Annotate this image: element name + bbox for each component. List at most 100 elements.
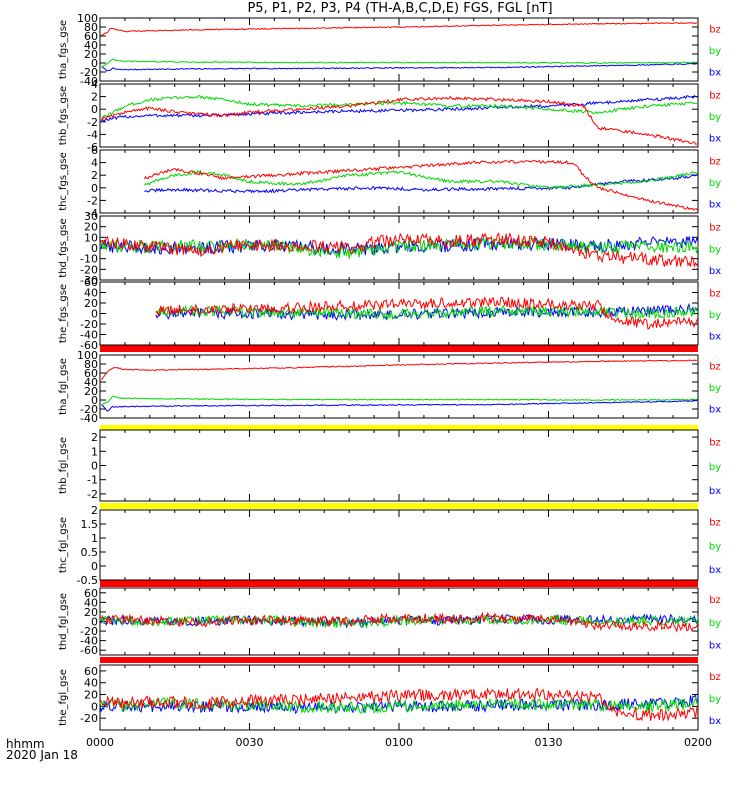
y-tick-label: -20 bbox=[80, 263, 98, 276]
y-tick-label: 80 bbox=[84, 358, 98, 371]
y-tick-label: -30 bbox=[80, 274, 98, 287]
legend-bx: bx bbox=[709, 565, 721, 576]
y-tick-label: 40 bbox=[84, 596, 98, 609]
y-tick-label: 0 bbox=[91, 308, 98, 321]
series-bz bbox=[155, 296, 699, 330]
legend-bx: bx bbox=[709, 716, 721, 727]
y-axis-label: the_fgl_gse bbox=[58, 669, 69, 726]
legend-bx: bx bbox=[709, 266, 721, 277]
date-label: 2020 Jan 18 bbox=[6, 748, 78, 762]
series-bx bbox=[101, 94, 698, 123]
x-tick-label: 0030 bbox=[236, 736, 264, 749]
y-tick-label: -10 bbox=[80, 253, 98, 266]
panel-frame bbox=[99, 17, 699, 82]
y-tick-label: 80 bbox=[84, 21, 98, 34]
x-tick-label: 0130 bbox=[535, 736, 563, 749]
y-tick-label: 40 bbox=[84, 39, 98, 52]
y-tick-label: 30 bbox=[84, 210, 98, 223]
legend-bx: bx bbox=[709, 133, 721, 144]
y-tick-label: -2 bbox=[87, 488, 98, 501]
y-axis-label: tha_fgl_gse bbox=[58, 358, 69, 415]
series-bz bbox=[143, 159, 698, 211]
legend-bx: bx bbox=[709, 67, 721, 78]
y-tick-label: -20 bbox=[80, 66, 98, 79]
legend-by: by bbox=[709, 462, 721, 473]
y-tick-label: 1.5 bbox=[81, 518, 99, 531]
y-tick-label: -2 bbox=[87, 116, 98, 129]
y-axis-label: thd_fgl_gse bbox=[58, 593, 69, 650]
y-tick-label: 20 bbox=[84, 689, 98, 702]
y-tick-label: 2 bbox=[91, 169, 98, 182]
panel-thc_fgl_gse: -0.500.511.52 thc_fgl_gse bz by bx bbox=[58, 504, 721, 587]
figure-title: P5, P1, P2, P3, P4 (TH-A,B,C,D,E) FGS, F… bbox=[247, 1, 553, 16]
y-tick-label: 60 bbox=[84, 587, 98, 600]
legend-bz: bz bbox=[709, 223, 721, 234]
status-bar bbox=[100, 580, 698, 587]
series-by bbox=[100, 95, 697, 120]
panel-frame bbox=[99, 429, 699, 502]
status-bar bbox=[100, 425, 698, 430]
y-tick-label: 10 bbox=[84, 231, 98, 244]
legend-by: by bbox=[709, 383, 721, 394]
legend-by: by bbox=[709, 46, 721, 57]
y-tick-label: 20 bbox=[84, 297, 98, 310]
series-bx bbox=[101, 62, 698, 72]
y-tick-label: -2 bbox=[87, 194, 98, 207]
y-axis-label: thc_fgl_gse bbox=[58, 517, 69, 573]
y-axis-label: thb_fgl_gse bbox=[58, 437, 69, 494]
y-tick-label: 0 bbox=[91, 616, 98, 629]
status-bar bbox=[100, 345, 698, 352]
y-tick-label: 60 bbox=[84, 30, 98, 43]
y-tick-label: 0 bbox=[91, 700, 98, 713]
legend-bx: bx bbox=[709, 331, 721, 342]
y-tick-label: -20 bbox=[80, 625, 98, 638]
legend-by: by bbox=[709, 310, 721, 321]
y-tick-label: 20 bbox=[84, 221, 98, 234]
y-tick-label: 60 bbox=[84, 665, 98, 678]
series-by bbox=[155, 304, 698, 321]
legend-bx: bx bbox=[709, 199, 721, 210]
y-tick-label: 0 bbox=[91, 57, 98, 70]
time-unit-label: hhmm bbox=[6, 737, 45, 751]
series-bx bbox=[101, 400, 697, 412]
y-tick-label: 0 bbox=[91, 394, 98, 407]
y-tick-label: 100 bbox=[77, 349, 98, 362]
x-tick-label: 0000 bbox=[86, 736, 114, 749]
y-axis-label: tha_fgs_gse bbox=[58, 20, 69, 79]
y-tick-label: 1 bbox=[91, 532, 98, 545]
y-tick-label: -4 bbox=[87, 207, 98, 220]
panel-frame bbox=[99, 664, 699, 731]
series-bz bbox=[99, 232, 699, 269]
y-tick-label: 0 bbox=[91, 182, 98, 195]
legend-by: by bbox=[709, 112, 721, 123]
status-bar bbox=[100, 657, 698, 663]
legend-bz: bz bbox=[709, 90, 721, 101]
series-bz bbox=[101, 22, 698, 36]
y-tick-label: 40 bbox=[84, 287, 98, 300]
y-tick-label: -20 bbox=[80, 712, 98, 725]
series-bz bbox=[99, 611, 699, 633]
y-tick-label: 0 bbox=[91, 242, 98, 255]
y-tick-label: -60 bbox=[80, 339, 98, 352]
y-tick-label: 4 bbox=[91, 157, 98, 170]
y-tick-label: 60 bbox=[84, 276, 98, 289]
legend-bz: bz bbox=[709, 518, 721, 529]
y-tick-label: 2 bbox=[91, 504, 98, 517]
series-by bbox=[101, 395, 697, 406]
legend-by: by bbox=[709, 694, 721, 705]
x-tick-label: 0100 bbox=[385, 736, 413, 749]
y-tick-label: 6 bbox=[91, 144, 98, 157]
y-tick-label: 0 bbox=[91, 103, 98, 116]
y-axis-label: thc_fgs_gse bbox=[58, 152, 69, 211]
y-tick-label: -40 bbox=[80, 329, 98, 342]
y-tick-label: 20 bbox=[84, 48, 98, 61]
y-tick-label: 0 bbox=[91, 460, 98, 473]
series-bz bbox=[99, 687, 699, 722]
y-tick-label: 40 bbox=[84, 677, 98, 690]
y-tick-label: -40 bbox=[80, 412, 98, 425]
